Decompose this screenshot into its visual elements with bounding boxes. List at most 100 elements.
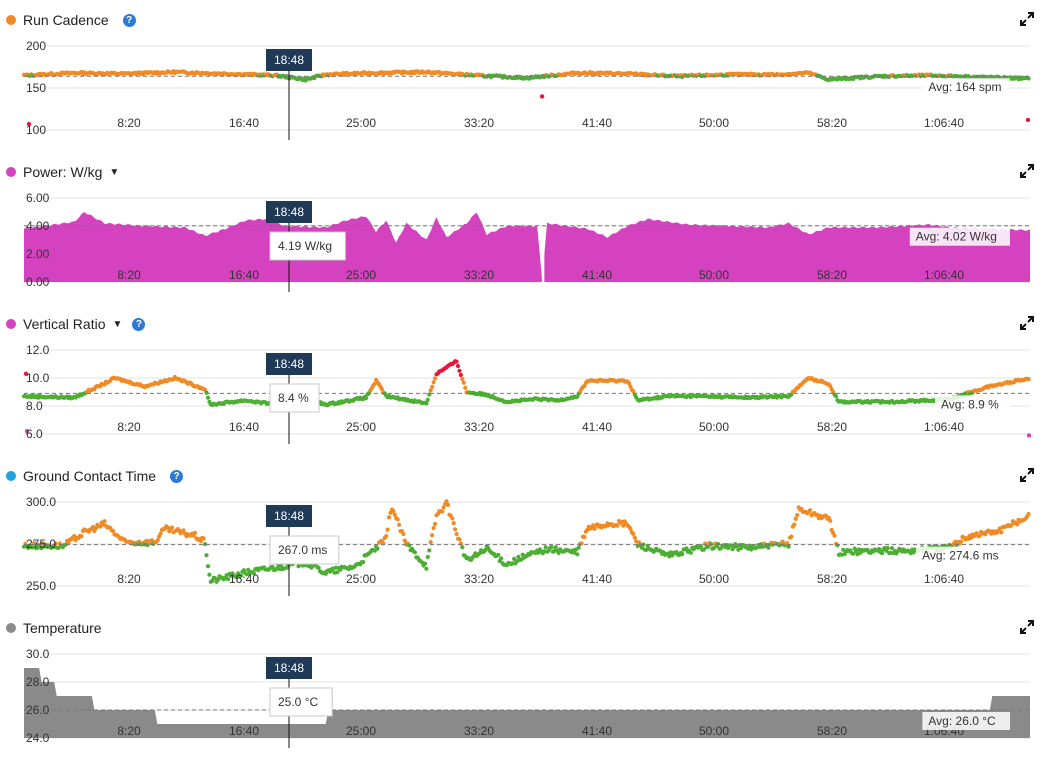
- x-tick-label: 16:40: [229, 268, 259, 282]
- data-point: [496, 552, 501, 557]
- data-point: [793, 516, 798, 521]
- x-tick-label: 8:20: [117, 116, 141, 130]
- x-tick-label: 16:40: [229, 724, 259, 738]
- data-point: [375, 546, 380, 551]
- data-point: [780, 539, 785, 544]
- data-point: [575, 552, 580, 557]
- cursor-value-tooltip: 267.0 ms: [269, 535, 340, 565]
- cursor-time-badge: 18:48: [266, 657, 312, 679]
- outlier-point: [26, 121, 32, 127]
- average-label-bg: [922, 78, 1010, 97]
- average-label-bg: [916, 546, 1010, 565]
- data-point: [425, 554, 430, 560]
- x-tick-label: 33:20: [464, 572, 494, 586]
- x-tick-label: 58:20: [817, 268, 847, 282]
- data-point: [422, 561, 428, 566]
- data-point: [851, 551, 856, 556]
- cursor-value-tooltip: 4.19 W/kg: [269, 231, 346, 261]
- data-point: [412, 550, 417, 555]
- data-point: [628, 526, 633, 531]
- x-tick-label: 25:00: [346, 268, 376, 282]
- x-tick-label: 41:40: [582, 420, 612, 434]
- data-point: [785, 541, 790, 546]
- cursor-value-tooltip-bg: [269, 687, 333, 717]
- y-tick-label: 28.0: [26, 675, 50, 689]
- data-point: [795, 513, 800, 518]
- data-point: [632, 535, 637, 540]
- x-tick-label: 25:00: [346, 572, 376, 586]
- panel-title[interactable]: Power: W/kg: [23, 164, 103, 180]
- panel-title: Temperature: [23, 620, 102, 636]
- cursor-time-badge: 18:48: [266, 505, 312, 527]
- x-tick-label: 25:00: [346, 724, 376, 738]
- help-icon[interactable]: ?: [170, 469, 184, 483]
- panel-title: Ground Contact Time: [23, 468, 157, 484]
- data-point: [66, 540, 71, 545]
- expand-icon[interactable]: [1020, 316, 1034, 330]
- y-tick-label: 275.0: [26, 537, 56, 551]
- cursor-time-badge-bg: [266, 657, 312, 679]
- x-tick-label: 16:40: [229, 420, 259, 434]
- data-point: [169, 525, 175, 530]
- data-point: [427, 548, 432, 553]
- power-header: Power: W/kg ▼: [6, 162, 119, 182]
- x-tick-label: 1:06:40: [924, 268, 964, 282]
- data-point: [251, 571, 256, 576]
- data-point: [192, 530, 198, 535]
- x-tick-label: 8:20: [117, 572, 141, 586]
- y-tick-label: 100: [26, 123, 46, 137]
- data-point: [407, 543, 412, 548]
- x-tick-label: 58:20: [817, 572, 847, 586]
- help-icon[interactable]: ?: [132, 317, 146, 331]
- data-point: [688, 550, 693, 555]
- expand-icon[interactable]: [1020, 468, 1034, 482]
- average-label-text: Avg: 8.9 %: [941, 397, 999, 411]
- data-point: [1026, 511, 1031, 517]
- cursor-time-text: 18:48: [274, 661, 304, 675]
- cursor-time-text: 18:48: [274, 53, 304, 67]
- cursor-time-badge-bg: [266, 505, 312, 527]
- data-point: [680, 551, 685, 557]
- x-tick-label: 58:20: [817, 116, 847, 130]
- y-tick-label: 0.00: [26, 275, 50, 289]
- series-color-dot: [6, 623, 16, 633]
- y-tick-label: 250.0: [26, 579, 56, 593]
- average-label-text: Avg: 26.0 °C: [928, 714, 996, 728]
- data-point: [706, 544, 711, 549]
- x-tick-label: 41:40: [582, 116, 612, 130]
- cursor-value-text: 267.0 ms: [278, 543, 327, 557]
- series-area: [24, 668, 1030, 738]
- data-point: [445, 502, 451, 507]
- panel-title[interactable]: Vertical Ratio: [23, 316, 106, 332]
- y-tick-label: 200: [26, 39, 46, 53]
- data-point: [1026, 76, 1031, 81]
- cursor-value-tooltip: 8.4 %: [269, 383, 320, 413]
- data-point: [432, 376, 438, 381]
- dropdown-caret-icon[interactable]: ▼: [109, 166, 120, 178]
- data-point: [384, 534, 389, 539]
- data-point: [684, 546, 689, 551]
- data-point: [454, 531, 459, 537]
- chart-plot: 6.00 4.00 2.00 0.00 8:20 16:40 25:00 33:20 41:40…: [24, 191, 1030, 292]
- expand-icon[interactable]: [1020, 12, 1034, 26]
- data-point: [391, 509, 396, 514]
- data-point: [458, 372, 463, 378]
- data-point: [392, 512, 397, 517]
- data-point: [835, 543, 840, 548]
- expand-icon[interactable]: [1020, 164, 1034, 178]
- y-tick-label: 4.00: [26, 219, 50, 233]
- data-point: [463, 385, 468, 390]
- dropdown-caret-icon[interactable]: ▼: [112, 318, 123, 330]
- outlier-point: [539, 94, 545, 99]
- data-point: [201, 536, 206, 541]
- data-point: [440, 509, 445, 514]
- expand-icon[interactable]: [1020, 620, 1034, 634]
- data-point: [226, 577, 231, 582]
- average-label: Avg: 4.02 W/kg: [909, 227, 1010, 246]
- data-point: [205, 564, 211, 569]
- data-point: [716, 541, 721, 547]
- x-tick-label: 8:20: [117, 268, 141, 282]
- help-icon[interactable]: ?: [122, 13, 136, 27]
- vertical-ratio-panel: 12.0 10.0 8.0 6.0 8:20 16:40 25:00 33:20 41:40 50…: [0, 304, 1047, 456]
- data-point: [79, 534, 84, 539]
